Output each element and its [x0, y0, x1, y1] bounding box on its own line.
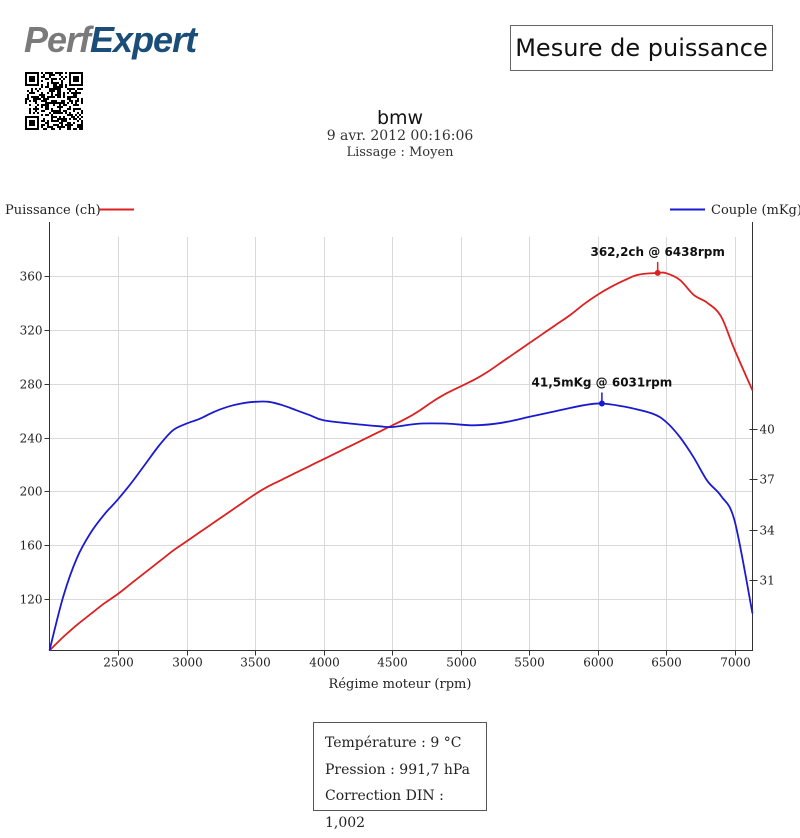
smoothing-setting: Lissage : Moyen	[346, 145, 454, 160]
y-left-tick-label: 280	[20, 378, 43, 392]
y-left-tick-label: 240	[20, 432, 43, 446]
x-tick-label: 3500	[240, 656, 271, 670]
legend-power-label: Puissance (ch)	[5, 203, 101, 218]
perfexpert-logo: PerfExpert	[24, 22, 200, 60]
x-tick-label: 4500	[377, 656, 408, 670]
temperature-text: Température : 9 °C	[325, 735, 462, 751]
y-right-tick-label: 37	[760, 473, 775, 487]
vehicle-model: bmw	[376, 107, 424, 129]
chart-series	[48, 261, 754, 652]
logo-text: PerfExpert	[24, 22, 199, 60]
y-right-tick-label: 34	[760, 524, 776, 538]
power-curve	[48, 271, 754, 652]
x-tick-label: 5500	[514, 656, 545, 670]
y-left-tick-label: 120	[20, 593, 43, 607]
x-tick-label: 4000	[309, 656, 340, 670]
conditions-box: Température : 9 °C Pression : 991,7 hPa …	[313, 722, 487, 831]
y-right-tick-label: 31	[760, 574, 775, 588]
torque-peak-marker	[598, 400, 605, 407]
chart-grid	[49, 237, 753, 651]
y-left-tick-label: 360	[20, 270, 43, 284]
din-correction-text: Correction DIN : 1,002	[325, 788, 444, 831]
y-left-tick-label: 200	[20, 485, 43, 499]
torque-peak-label: 41,5mKg @ 6031rpm	[532, 375, 673, 389]
legend-torque-label: Couple (mKg)	[711, 203, 800, 218]
page-title: Mesure de puissance	[510, 25, 773, 71]
torque-curve	[48, 400, 754, 651]
x-tick-label: 7000	[720, 656, 751, 670]
x-tick-label: 5000	[446, 656, 477, 670]
x-tick-label: 2500	[103, 656, 134, 670]
x-axis-title: Régime moteur (rpm)	[329, 677, 472, 692]
y-left-tick-label: 160	[20, 539, 43, 553]
measurement-date: 9 avr. 2012 00:16:06	[326, 128, 474, 144]
power-peak-label: 362,2ch @ 6438rpm	[590, 245, 724, 259]
pressure-text: Pression : 991,7 hPa	[325, 761, 470, 778]
y-left-tick-label: 320	[20, 324, 43, 338]
x-tick-label: 6000	[583, 656, 614, 670]
x-tick-label: 3000	[172, 656, 203, 670]
axis-ticks: 2500 3000 3500 4000 4500 5000 5500 6000 6500 7000…	[20, 270, 776, 670]
y-right-tick-label: 40	[760, 423, 775, 437]
power-peak-marker	[654, 269, 661, 276]
qr-code-icon	[25, 72, 83, 130]
x-tick-label: 6500	[651, 656, 682, 670]
